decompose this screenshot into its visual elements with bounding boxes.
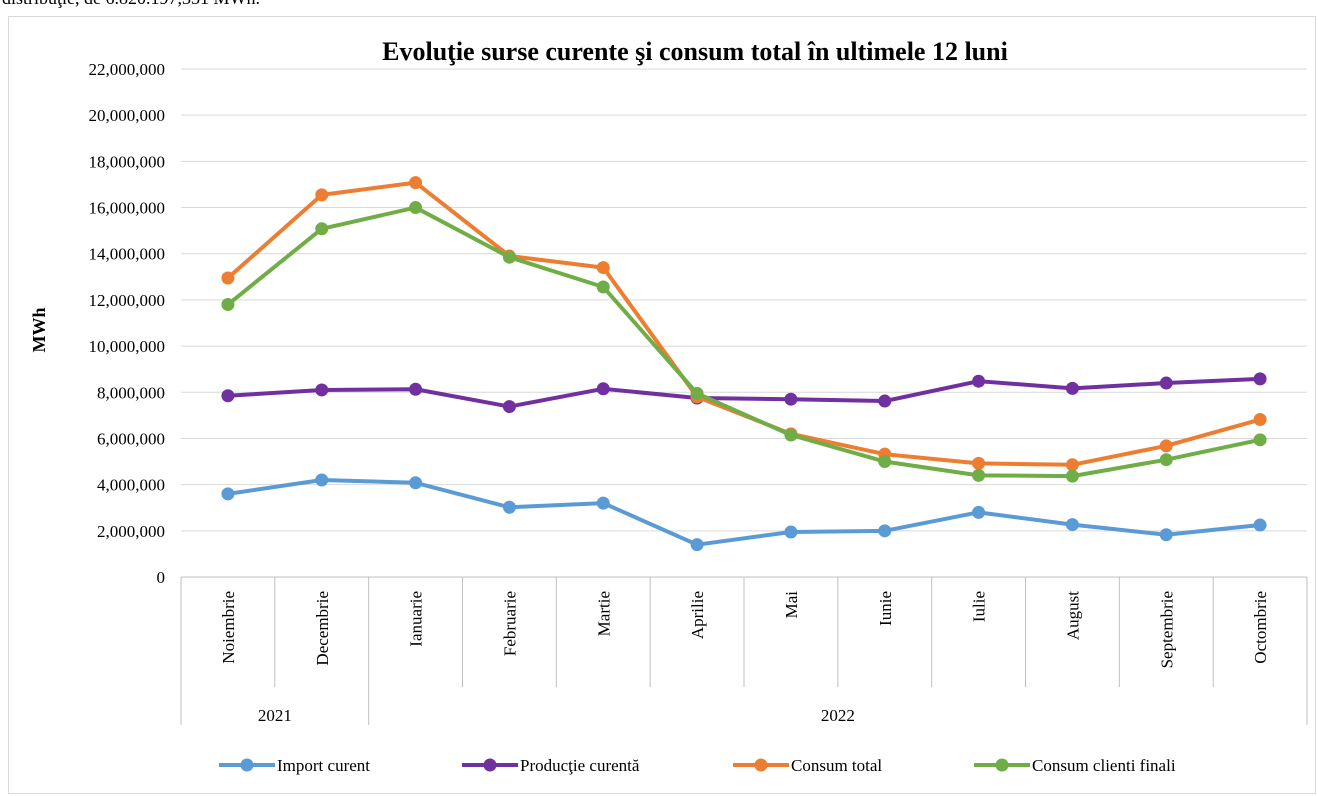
data-point	[972, 468, 986, 482]
data-point	[315, 222, 329, 236]
data-point	[315, 383, 329, 397]
data-point	[878, 394, 892, 408]
year-label: 2021	[258, 706, 292, 725]
data-point	[596, 280, 610, 294]
y-tick-label: 14,000,000	[89, 245, 166, 264]
legend-swatch-marker	[240, 758, 254, 772]
y-tick-label: 2,000,000	[97, 522, 165, 541]
legend-label: Import curent	[277, 756, 370, 775]
data-point	[502, 400, 516, 414]
data-point	[784, 428, 798, 442]
data-point	[409, 476, 423, 490]
data-point	[315, 473, 329, 487]
line-chart: Evoluţie surse curente şi consum total î…	[29, 37, 1308, 775]
data-point	[1253, 433, 1267, 447]
legend-swatch-marker	[995, 758, 1009, 772]
y-tick-label: 4,000,000	[97, 476, 165, 495]
data-point	[1253, 518, 1267, 532]
data-point	[502, 500, 516, 514]
data-point	[596, 261, 610, 275]
x-tick-label: Octombrie	[1251, 591, 1270, 664]
x-tick-label: Iulie	[970, 591, 989, 622]
x-tick-label: Ianuarie	[407, 591, 426, 647]
legend-label: Consum total	[791, 756, 882, 775]
data-point	[596, 382, 610, 396]
y-tick-label: 18,000,000	[89, 152, 166, 171]
data-point	[878, 455, 892, 469]
x-tick-label: Iunie	[876, 591, 895, 626]
series-line	[225, 180, 1263, 467]
data-point	[221, 271, 235, 285]
legend-swatch-marker	[754, 758, 768, 772]
data-point	[1159, 528, 1173, 542]
data-point	[1065, 458, 1079, 472]
data-point	[1065, 381, 1079, 395]
data-point	[784, 392, 798, 406]
x-tick-label: Mai	[782, 591, 801, 619]
chart-title: Evoluţie surse curente şi consum total î…	[382, 37, 1008, 66]
x-tick-label: August	[1063, 591, 1082, 640]
x-tick-label: Februarie	[500, 591, 519, 656]
data-point	[972, 456, 986, 470]
data-point	[596, 496, 610, 510]
series-line	[225, 376, 1263, 409]
series-line	[225, 478, 1263, 547]
data-point	[221, 298, 235, 312]
data-point	[972, 374, 986, 388]
legend-label: Producţie curentă	[520, 756, 640, 775]
data-point	[784, 525, 798, 539]
data-point	[409, 382, 423, 396]
x-tick-label: Noiembrie	[219, 591, 238, 664]
data-point	[1159, 453, 1173, 467]
data-point	[1159, 376, 1173, 390]
x-tick-label: Decembrie	[313, 591, 332, 666]
y-tick-label: 8,000,000	[97, 383, 165, 402]
data-point	[315, 188, 329, 202]
gridlines	[181, 68, 1307, 532]
data-point	[1253, 372, 1267, 386]
data-point	[690, 386, 704, 400]
data-point	[690, 538, 704, 552]
data-point	[878, 524, 892, 538]
chart-frame: Evoluţie surse curente şi consum total î…	[8, 16, 1316, 794]
axes: 0 2,000,000 4,000,000 6,000,000 8,000,000 10,…	[89, 60, 1308, 725]
y-tick-label: 12,000,000	[89, 291, 166, 310]
y-tick-label: 16,000,000	[89, 199, 166, 218]
year-label: 2022	[821, 706, 855, 725]
series-line	[225, 205, 1263, 479]
x-tick-label: Martie	[594, 591, 613, 636]
data-point	[221, 389, 235, 403]
y-tick-label: 6,000,000	[97, 429, 165, 448]
data-point	[409, 176, 423, 190]
legend-swatch-marker	[483, 758, 497, 772]
legend: Import curent Producţie curentă Consum tot…	[219, 756, 1176, 775]
y-axis-label: MWh	[29, 308, 49, 353]
data-point	[1159, 439, 1173, 453]
x-tick-label: Septembrie	[1157, 591, 1176, 668]
page-top-text: distribuţie, de 6.820.197,331 MWh.	[2, 0, 260, 9]
series-lines	[221, 176, 1267, 552]
x-tick-label: Aprilie	[688, 591, 707, 639]
data-point	[972, 505, 986, 519]
data-point	[502, 250, 516, 264]
data-point	[221, 487, 235, 501]
data-point	[1253, 413, 1267, 427]
y-tick-label: 22,000,000	[89, 60, 166, 79]
legend-label: Consum clienti finali	[1032, 756, 1176, 775]
data-point	[1065, 469, 1079, 483]
y-tick-label: 10,000,000	[89, 337, 166, 356]
y-tick-label: 20,000,000	[89, 106, 166, 125]
data-point	[409, 201, 423, 215]
y-tick-label: 0	[157, 568, 166, 587]
data-point	[1065, 518, 1079, 532]
